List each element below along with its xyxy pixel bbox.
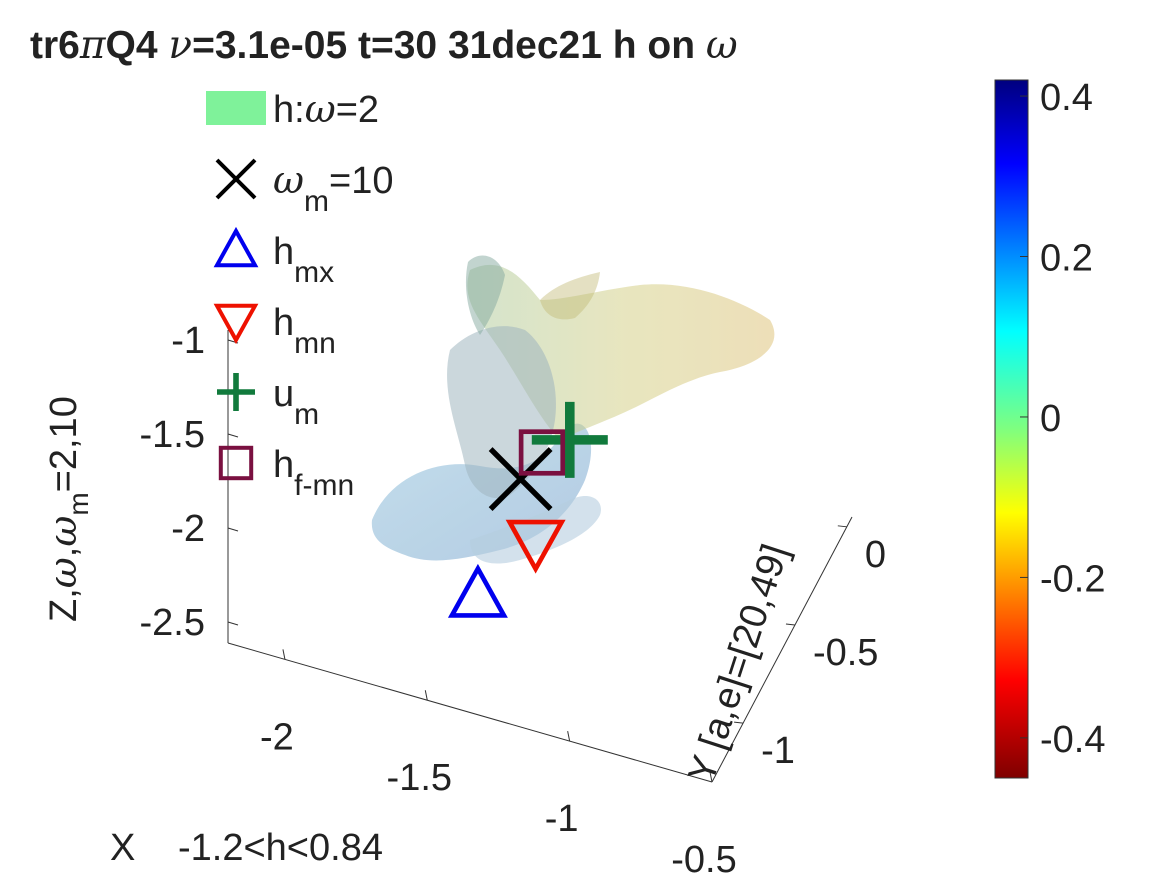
x-tick-label: -1.5 — [387, 757, 452, 799]
y-tick-label: -1 — [761, 730, 795, 772]
isosurface-left-plume — [465, 255, 505, 335]
colorbar-ticks: 0.4 0.2 0 -0.2 -0.4 — [1020, 77, 1105, 761]
z-tick-label: -1 — [171, 320, 205, 362]
x-axis-range-note: -1.2<h<0.84 — [178, 827, 383, 869]
x-axis-label: X — [110, 827, 135, 869]
y-axis-ticks: 0 -0.5 -1 — [734, 525, 886, 772]
isosurface-upper-wing — [467, 264, 775, 440]
colorbar-tick-label: -0.4 — [1040, 719, 1105, 761]
legend: h:ω=2 ωm=10 hmx hmn um hf-mn — [206, 87, 393, 502]
y-tick-label: -0.5 — [813, 632, 878, 674]
legend-entry: hmn — [213, 302, 336, 360]
colorbar-tick-label: 0.2 — [1040, 238, 1093, 280]
x-tick-mark — [709, 771, 713, 783]
isosurface-upper-spike — [540, 272, 600, 320]
legend-label: hmn — [273, 302, 336, 360]
legend-marker — [213, 303, 259, 345]
marker-h_mn — [505, 519, 566, 574]
x-tick-label: -0.5 — [671, 839, 736, 875]
legend-marker — [213, 226, 259, 268]
x-axis-line — [227, 642, 713, 783]
y-tick-mark — [734, 721, 744, 724]
colorbar-gradient — [994, 79, 1029, 779]
legend-marker — [206, 91, 266, 125]
z-tick-mark — [227, 527, 239, 532]
data-markers — [447, 401, 608, 618]
z-tick-label: -2.5 — [140, 602, 205, 644]
legend-marker — [217, 373, 255, 411]
z-tick-label: -2 — [171, 508, 205, 550]
x-axis-ticks: -2 -1.5 -1 -0.5 — [260, 649, 737, 875]
y-axis-line — [711, 516, 853, 783]
axes-frame — [227, 330, 853, 783]
z-axis-label: Z,ω,ωm=2,10 — [41, 396, 94, 622]
z-tick-mark — [227, 433, 239, 438]
legend-label: hmx — [273, 231, 334, 289]
colorbar-tick-label: -0.2 — [1040, 558, 1105, 600]
z-tick-mark — [227, 621, 239, 626]
y-tick-label: 0 — [865, 534, 886, 576]
z-tick-label: -1.5 — [140, 414, 205, 456]
x-tick-mark — [567, 731, 571, 742]
y-tick-mark — [785, 623, 796, 626]
isosurface-core — [447, 326, 556, 499]
legend-label: ωm=10 — [273, 158, 393, 218]
x-tick-label: -1 — [545, 798, 579, 840]
x-tick-label: -2 — [260, 716, 294, 758]
chart-title: tr6πQ4 ν=3.1e-05 t=30 31dec21 h on ω — [30, 23, 738, 68]
legend-entry: um — [217, 373, 319, 431]
legend-marker — [215, 158, 257, 200]
legend-entry: h:ω=2 — [206, 87, 379, 131]
legend-marker — [218, 445, 254, 481]
legend-entry: hmx — [213, 226, 334, 289]
isosurface-volume — [371, 255, 775, 564]
x-tick-mark — [282, 649, 286, 660]
z-axis-ticks: -1 -1.5 -2 -2.5 — [140, 320, 239, 644]
legend-entry: ωm=10 — [215, 158, 393, 218]
x-tick-mark — [424, 690, 428, 701]
marker-u_m — [531, 401, 608, 478]
legend-label: h:ω=2 — [273, 87, 379, 131]
marker-h_f-mn — [518, 429, 566, 476]
marker-h_mx — [447, 563, 508, 618]
colorbar-tick-label: 0.4 — [1040, 77, 1093, 119]
legend-label: um — [273, 373, 319, 431]
marker-omega_m — [488, 447, 553, 512]
isosurface-tail — [470, 495, 601, 564]
y-tick-mark — [837, 525, 847, 528]
legend-entry: hf-mn — [218, 444, 354, 502]
legend-label: hf-mn — [273, 444, 354, 502]
colorbar-tick-label: 0 — [1040, 398, 1061, 440]
colorbar: 0.4 0.2 0 -0.2 -0.4 — [994, 77, 1105, 779]
